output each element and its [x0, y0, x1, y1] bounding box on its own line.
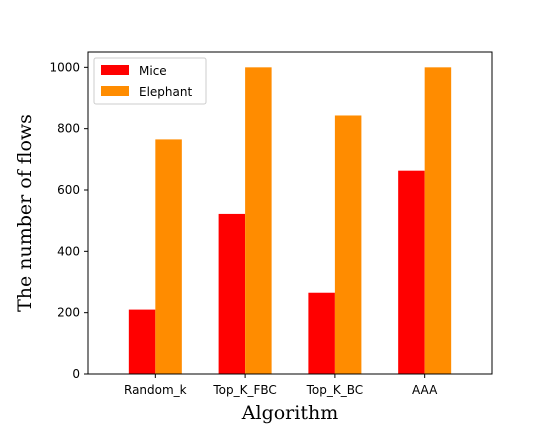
- bar-mice-top_k_bc: [308, 292, 335, 374]
- bar-elephant-top_k_bc: [334, 115, 362, 374]
- x-tick-label: Top_K_FBC: [212, 383, 276, 397]
- y-axis-title: The number of flows: [14, 114, 36, 312]
- y-tick-label: 0: [72, 367, 80, 381]
- x-tick-label: Random_k: [124, 383, 187, 397]
- bars-group: [128, 67, 452, 374]
- plot-frame: [87, 51, 493, 375]
- y-tick-label: 200: [57, 306, 80, 320]
- y-axis-ticks: 0 200 400 600 800 1000: [49, 60, 88, 381]
- bar-mice-aaa: [398, 170, 425, 374]
- bar-mice-random_k: [128, 309, 156, 374]
- y-tick-label: 1000: [49, 60, 80, 74]
- legend: Mice Elephant: [93, 57, 207, 105]
- bar-elephant-top_k_fbc: [245, 67, 272, 374]
- x-tick-label: Top_K_BC: [306, 383, 364, 397]
- legend-label-elephant: Elephant: [139, 85, 192, 99]
- legend-swatch-elephant: [101, 86, 129, 96]
- bar-elephant-random_k: [155, 139, 182, 374]
- y-tick-label: 600: [57, 183, 80, 197]
- legend-label-mice: Mice: [139, 64, 167, 78]
- bar-mice-top_k_fbc: [218, 213, 246, 374]
- legend-swatch-mice: [101, 65, 129, 75]
- bar-elephant-aaa: [424, 67, 452, 374]
- x-axis-title: Algorithm: [241, 402, 338, 424]
- x-axis-ticks: Random_k Top_K_FBC Top_K_BC AAA: [124, 374, 438, 397]
- x-tick-label: AAA: [412, 383, 438, 397]
- y-tick-label: 400: [57, 244, 80, 258]
- y-tick-label: 800: [57, 122, 80, 136]
